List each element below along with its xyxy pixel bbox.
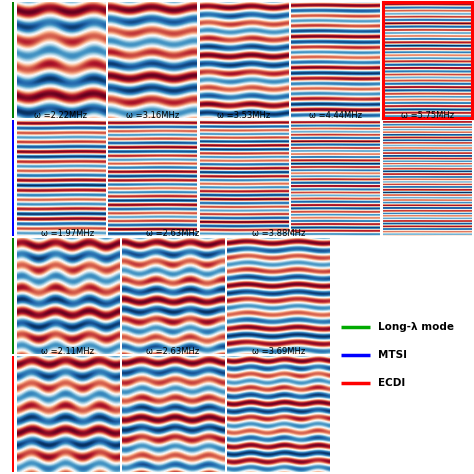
- Text: Long-λ mode: Long-λ mode: [378, 321, 455, 332]
- Title: ω =2.11MHz: ω =2.11MHz: [41, 347, 94, 356]
- Title: ω =2.22MHz: ω =2.22MHz: [35, 111, 88, 120]
- Title: ω =2.58MHz: ω =2.58MHz: [218, 0, 271, 2]
- Text: ECDI: ECDI: [378, 378, 406, 389]
- Title: ω =4.44MHz: ω =4.44MHz: [309, 111, 362, 120]
- Title: ω =5.75MHz: ω =5.75MHz: [401, 111, 454, 120]
- Title: ω =3.88MHz: ω =3.88MHz: [252, 229, 305, 238]
- Title: ω =1.54MHz: ω =1.54MHz: [35, 0, 88, 2]
- Title: ω =1.97MHz: ω =1.97MHz: [41, 229, 94, 238]
- Title: ω =2.11MHz: ω =2.11MHz: [126, 0, 179, 2]
- Title: ω =2.63MHz: ω =2.63MHz: [146, 347, 200, 356]
- Title: ω =5.13MHz: ω =5.13MHz: [401, 0, 454, 2]
- Title: ω =2.63MHz: ω =2.63MHz: [146, 229, 200, 238]
- Title: ω =3.53MHz: ω =3.53MHz: [218, 111, 271, 120]
- Title: ω =3.71MHz: ω =3.71MHz: [309, 0, 362, 2]
- Title: ω =3.16MHz: ω =3.16MHz: [126, 111, 179, 120]
- Title: ω =3.69MHz: ω =3.69MHz: [252, 347, 305, 356]
- Text: MTSI: MTSI: [378, 350, 408, 360]
